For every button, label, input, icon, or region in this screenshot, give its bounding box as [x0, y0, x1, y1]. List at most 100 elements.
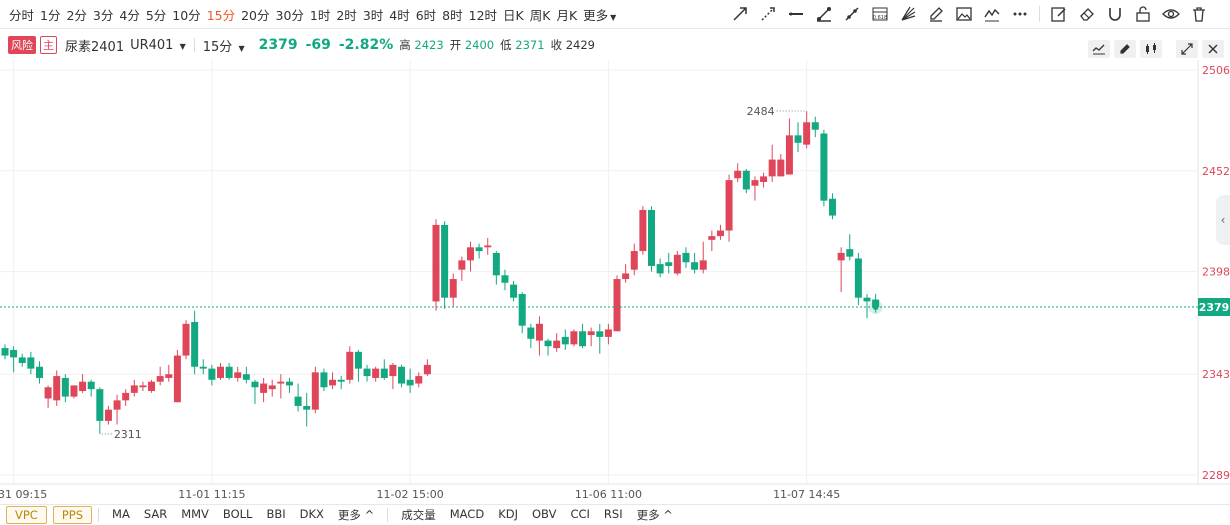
pps-button[interactable]: PPS: [52, 506, 93, 524]
x-tick-label: 10-31 09:15: [0, 488, 47, 501]
fibonacci-icon[interactable]: 0.618: [869, 4, 891, 24]
period-0[interactable]: 分时: [9, 7, 35, 23]
eye-icon[interactable]: [1160, 4, 1182, 24]
candle-body: [346, 351, 354, 380]
period-5[interactable]: 5分: [145, 7, 167, 23]
period-12[interactable]: 3时: [362, 7, 384, 23]
period-11[interactable]: 2时: [336, 7, 357, 23]
candle-body: [716, 230, 724, 237]
main-indicator-2[interactable]: MMV: [181, 507, 209, 521]
candle-body: [285, 381, 293, 386]
candle-body: [518, 293, 526, 326]
candle-body: [44, 387, 52, 399]
sub-indicator-6[interactable]: 更多 ^: [636, 508, 673, 522]
candle-body: [630, 251, 638, 270]
period-10[interactable]: 1时: [309, 7, 331, 23]
period-9[interactable]: 30分: [275, 7, 304, 23]
period-14[interactable]: 6时: [415, 7, 437, 23]
magnet-icon[interactable]: [1104, 4, 1126, 24]
candle-body: [492, 252, 500, 276]
main-indicator-5[interactable]: DKX: [299, 507, 324, 521]
gann-fan-icon[interactable]: [897, 4, 919, 24]
sub-indicator-2[interactable]: KDJ: [498, 507, 518, 521]
candle-body: [53, 376, 61, 401]
candle-body: [139, 385, 147, 388]
main-indicator-4[interactable]: BBI: [266, 507, 286, 521]
open-value: 2400: [464, 38, 495, 52]
open-label: 开: [449, 38, 462, 52]
main-indicator-3[interactable]: BOLL: [222, 507, 253, 521]
divider: [98, 508, 100, 522]
segment-line-icon[interactable]: [813, 4, 835, 24]
price-change: -69: [305, 37, 331, 53]
sub-indicator-5[interactable]: RSI: [603, 507, 623, 521]
candle-body: [87, 381, 95, 390]
period-3[interactable]: 3分: [92, 7, 114, 23]
top-toolbar: 分时 1分 2分 3分 4分 5分 10分 15分 20分 30分 1时 2时 3时 4时 6时 8时 12时日…: [0, 0, 1230, 29]
draw-pen-icon[interactable]: [1114, 40, 1136, 58]
period-7[interactable]: 15分: [206, 7, 236, 23]
arrow-line-icon[interactable]: [729, 4, 751, 24]
edit-note-icon[interactable]: [1048, 4, 1070, 24]
main-indicator-6[interactable]: 更多 ^: [337, 508, 375, 522]
period-15[interactable]: 8时: [442, 7, 463, 23]
period-17[interactable]: 日K: [503, 7, 524, 23]
candle-body: [406, 379, 414, 386]
image-icon[interactable]: [953, 4, 975, 24]
y-tick-label: 2506: [1202, 64, 1230, 77]
sub-indicator-1[interactable]: MACD: [449, 507, 485, 521]
candle-body: [234, 372, 242, 378]
chart-style-icon[interactable]: [1088, 40, 1110, 58]
more-periods-button[interactable]: 更多 ▼: [580, 5, 619, 24]
more-tools-icon[interactable]: [1009, 4, 1031, 24]
candle-body: [656, 264, 664, 274]
period-18[interactable]: 周K: [529, 7, 551, 23]
period-19[interactable]: 月K: [556, 7, 578, 23]
candle-body: [423, 364, 431, 375]
price-change-percent: -2.82%: [338, 37, 394, 53]
candle-body: [872, 299, 880, 308]
candle-body: [785, 135, 793, 175]
period-16[interactable]: 12时: [468, 7, 498, 23]
period-6[interactable]: 10分: [172, 7, 201, 23]
period-1[interactable]: 1分: [40, 7, 61, 23]
candle-body: [837, 252, 845, 261]
candle-body: [380, 368, 388, 378]
min-annotation-label: 2311: [114, 428, 142, 441]
unlock-icon[interactable]: [1132, 4, 1154, 24]
candle-body: [708, 236, 716, 240]
period-dropdown[interactable]: 15分 ▼: [203, 36, 245, 55]
pencil-icon[interactable]: [925, 4, 947, 24]
sub-indicator-4[interactable]: CCI: [570, 507, 590, 521]
candle-body: [829, 198, 837, 216]
candle-body: [751, 180, 759, 186]
candle-body: [208, 368, 216, 380]
trend-line-icon[interactable]: [841, 4, 863, 24]
eraser-icon[interactable]: [1076, 4, 1098, 24]
candle-body: [329, 379, 337, 386]
collapse-panel-button[interactable]: ‹: [1216, 195, 1230, 245]
close-icon[interactable]: [1202, 40, 1224, 58]
sub-indicator-3[interactable]: OBV: [532, 507, 557, 521]
candle-body: [742, 170, 750, 190]
symbol-code: UR401: [130, 37, 174, 53]
candlestick-icon[interactable]: [1140, 40, 1162, 58]
horizontal-line-icon[interactable]: [785, 4, 807, 24]
high-value-group: 高 2423: [399, 37, 443, 53]
main-indicator-1[interactable]: SAR: [143, 507, 168, 521]
period-4[interactable]: 4分: [119, 7, 140, 23]
period-13[interactable]: 4时: [389, 7, 410, 23]
candle-body: [337, 379, 345, 382]
drawing-tools: 0.618: [729, 4, 1210, 24]
period-2[interactable]: 2分: [66, 7, 87, 23]
fullscreen-icon[interactable]: [1176, 40, 1198, 58]
period-8[interactable]: 20分: [241, 7, 270, 23]
main-indicator-0[interactable]: MA: [112, 507, 130, 521]
ray-line-icon[interactable]: [757, 4, 779, 24]
vpc-button[interactable]: VPC: [6, 506, 47, 524]
candle-body: [70, 385, 78, 397]
symbol-selector[interactable]: UR401 ▼: [130, 38, 186, 53]
wave-icon[interactable]: [981, 4, 1003, 24]
sub-indicator-0[interactable]: 成交量: [401, 508, 436, 522]
delete-icon[interactable]: [1188, 4, 1210, 24]
